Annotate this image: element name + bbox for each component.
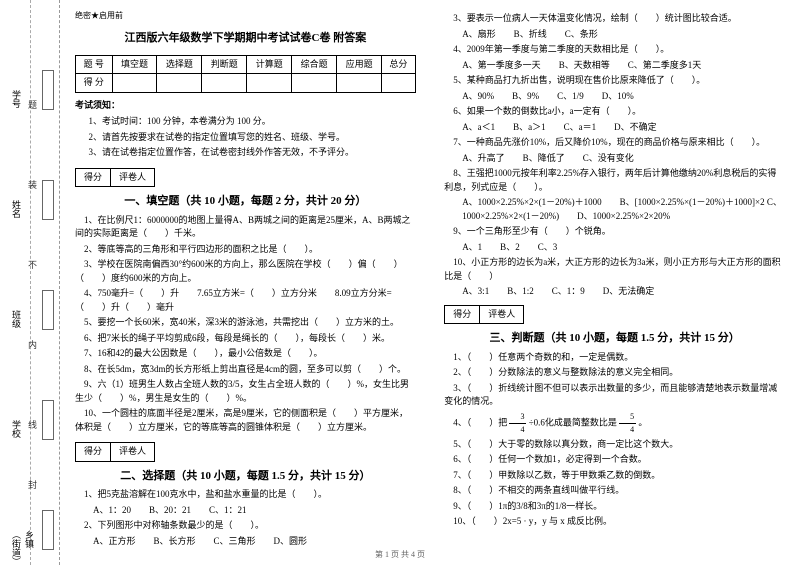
q-fill-3: 3、学校在医院南偏西30°约600米的方向上，那么医院在学校（ ）偏（ ）（ ）… <box>75 258 416 285</box>
q-fill-10: 10、一个圆柱的底面半径是2厘米，高是9厘米，它的侧面积是（ ）平方厘米，体积是… <box>75 407 416 434</box>
q-choice-7-opts: A、升高了 B、降低了 C、没有变化 <box>462 152 785 166</box>
section-1-title: 一、填空题（共 10 小题，每题 2 分，共计 20 分） <box>75 193 416 210</box>
notice-item: 3、请在试卷指定位置作答，在试卷密封线外作答无效，不予评分。 <box>75 146 416 160</box>
q-judge-9: 9、（ ）1π的3/8和3π的1/8一样长。 <box>444 500 785 514</box>
q-choice-7: 7、一种商品先涨价10%，后又降价10%，现在的商品价格与原来相比（ ）。 <box>444 136 785 150</box>
classification-label: 绝密★启用前 <box>75 10 416 22</box>
section-3-title: 三、判断题（共 10 小题，每题 1.5 分，共计 15 分） <box>444 330 785 347</box>
q-choice-9: 9、一个三角形至少有（ ）个锐角。 <box>444 225 785 239</box>
seal-char: 封 <box>26 480 39 489</box>
side-box <box>42 180 54 220</box>
q-fill-4: 4、750毫升=（ ）升 7.65立方米=（ ）立方分米 8.09立方分米=（ … <box>75 287 416 314</box>
q-fill-8: 8、在长5dm，宽3dm的长方形纸上剪出直径是4cm的圆，至多可以剪（ ）个。 <box>75 363 416 377</box>
q-choice-5: 5、某种商品打九折出售，说明现在售价比原来降低了（ ）。 <box>444 74 785 88</box>
q-choice-3: 3、要表示一位病人一天体温变化情况，绘制（ ）统计图比较合适。 <box>444 12 785 26</box>
side-box <box>42 70 54 110</box>
q-choice-9-opts: A、1 B、2 C、3 <box>462 241 785 255</box>
q-fill-5: 5、要挖一个长60米，宽40米，深3米的游泳池，共需挖出（ ）立方米的土。 <box>75 316 416 330</box>
side-box <box>42 290 54 330</box>
side-label-school: 学校 <box>10 420 23 438</box>
seal-char: 装 <box>26 180 39 189</box>
q-fill-2: 2、等底等高的三角形和平行四边形的面积之比是（ ）。 <box>75 243 416 257</box>
q-judge-4: 4、（ ）把 34 ÷0.6化成最简整数比是 54 。 <box>444 411 785 436</box>
q-choice-4-opts: A、第一季度多一天 B、天数相等 C、第二季度多1天 <box>462 59 785 73</box>
seal-char: 不 <box>26 260 39 269</box>
q-judge-7: 7、（ ）甲数除以乙数，等于甲数乘乙数的倒数。 <box>444 469 785 483</box>
q-choice-8-opts: A、1000×2.25%×2×(1－20%)＋1000 B、[1000×2.25… <box>462 196 785 223</box>
notice-item: 1、考试时间：100 分钟，本卷满分为 100 分。 <box>75 115 416 129</box>
score-box: 得分评卷人 <box>444 305 524 325</box>
q-choice-6-opts: A、a＜1 B、a＞1 C、a＝1 D、不确定 <box>462 121 785 135</box>
side-label-class: 班级 <box>10 310 23 328</box>
q-choice-2-opts: A、正方形 B、长方形 C、三角形 D、圆形 <box>93 535 416 549</box>
score-box: 得分评卷人 <box>75 442 155 462</box>
exam-title: 江西版六年级数学下学期期中考试试卷C卷 附答案 <box>75 30 416 47</box>
q-choice-2: 2、下列图形中对称轴条数最少的是（ ）。 <box>75 519 416 533</box>
side-label-id: 学号 <box>10 90 23 108</box>
q-fill-9: 9、六（1）班男生人数占全班人数的3/5，女生占全班人数的（ ）%，女生比男生少… <box>75 378 416 405</box>
q-fill-7: 7、16和42的最大公因数是（ ），最小公倍数是（ ）。 <box>75 347 416 361</box>
q-choice-10: 10、小正方形的边长为a米，大正方形的边长为3a米，则小正方形与大正方形的面积比… <box>444 256 785 283</box>
q-judge-8: 8、（ ）不相交的两条直线叫做平行线。 <box>444 484 785 498</box>
q-judge-1: 1、（ ）任意两个奇数的和，一定是偶数。 <box>444 351 785 365</box>
q-fill-6: 6、把7米长的绳子平均剪成6段，每段是绳长的（ ），每段长（ ）米。 <box>75 332 416 346</box>
section-2-title: 二、选择题（共 10 小题，每题 1.5 分，共计 15 分） <box>75 468 416 485</box>
side-box <box>42 510 54 550</box>
q-judge-5: 5、（ ）大于零的数除以真分数，商一定比这个数大。 <box>444 438 785 452</box>
q-choice-8: 8、王强把1000元按年利率2.25%存入银行，两年后计算他缴纳20%利息税后的… <box>444 167 785 194</box>
side-box <box>42 400 54 440</box>
score-table: 题 号填空题选择题判断题计算题综合题应用题总分 得 分 <box>75 55 416 93</box>
q-judge-3: 3、（ ）折线统计图不但可以表示出数量的多少，而且能够清楚地表示数量增减变化的情… <box>444 382 785 409</box>
q-choice-4: 4、2009年第一季度与第二季度的天数相比是（ ）。 <box>444 43 785 57</box>
side-label-name: 姓名 <box>10 200 23 218</box>
q-choice-3-opts: A、扇形 B、折线 C、条形 <box>462 28 785 42</box>
notice-item: 2、请首先按要求在试卷的指定位置填写您的姓名、班级、学号。 <box>75 131 416 145</box>
q-judge-2: 2、（ ）分数除法的意义与整数除法的意义完全相同。 <box>444 366 785 380</box>
seal-char: 内 <box>26 340 39 349</box>
q-choice-1-opts: A、1：20 B、20：21 C、1：21 <box>93 504 416 518</box>
q-fill-1: 1、在比例尺1：6000000的地图上量得A、B两城之间的距离是25厘米，A、B… <box>75 214 416 241</box>
q-judge-10: 10、（ ）2x=5 · y，y 与 x 成反比例。 <box>444 515 785 529</box>
score-box: 得分评卷人 <box>75 168 155 188</box>
seal-char: 题 <box>26 100 39 109</box>
notice-header: 考试须知： <box>75 99 416 113</box>
q-judge-6: 6、（ ）任何一个数加1，必定得到一个合数。 <box>444 453 785 467</box>
q-choice-6: 6、如果一个数的倒数比a小，a一定有（ ）。 <box>444 105 785 119</box>
q-choice-5-opts: A、90% B、9% C、1/9 D、10% <box>462 90 785 104</box>
q-choice-10-opts: A、3:1 B、1:2 C、1：9 D、无法确定 <box>462 285 785 299</box>
q-choice-1: 1、把5克盐溶解在100克水中，盐和盐水重量的比是（ ）。 <box>75 488 416 502</box>
page-footer: 第 1 页 共 4 页 <box>0 549 800 560</box>
seal-char: 线 <box>26 420 39 429</box>
